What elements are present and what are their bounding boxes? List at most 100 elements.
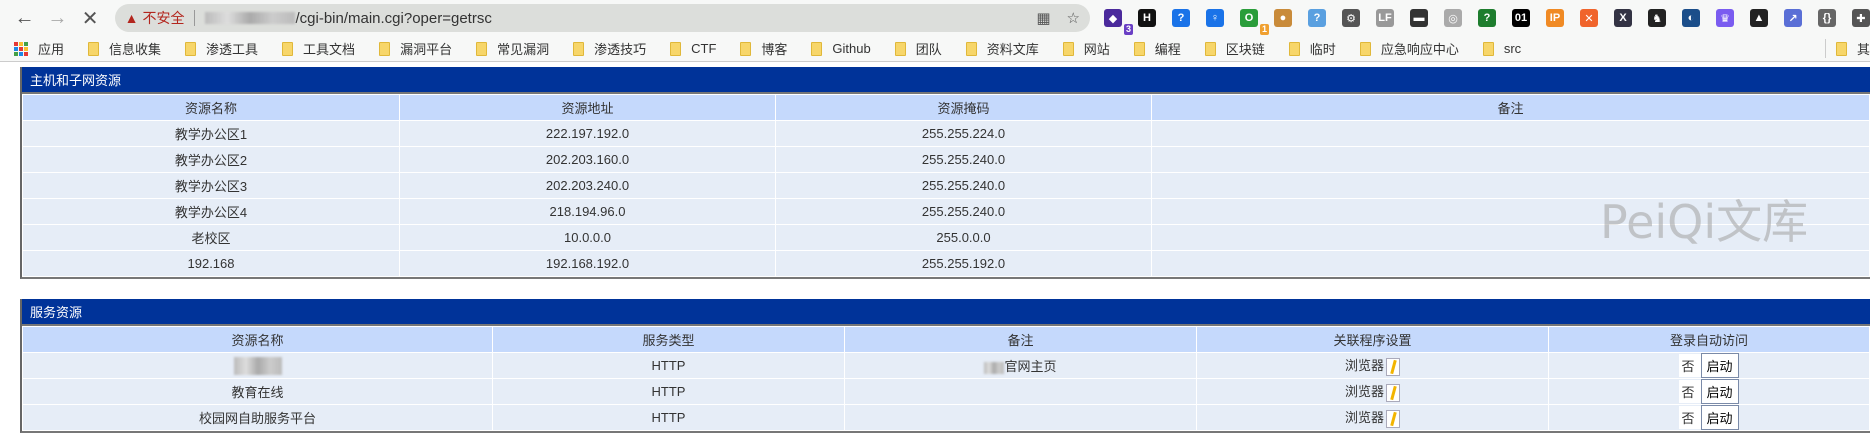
bookmark-folder[interactable]: 常见漏洞 [476, 39, 549, 58]
table-row: 192.168 192.168.192.0 255.255.192.0 [22, 250, 1870, 277]
table-cell: 教学办公区1 [22, 120, 400, 147]
start-button[interactable]: 启动 [1700, 405, 1739, 430]
edit-pencil-icon[interactable] [1386, 383, 1400, 402]
bookmarks-bar: 应用 信息收集 渗透工具 工具文档 漏洞平台 常见漏洞 渗透技巧 CTF 博客 Github 团队 资… [0, 36, 1870, 62]
table-cell: 教学办公区2 [22, 146, 400, 173]
column-header: 关联程序设置 [1196, 326, 1549, 353]
edit-pencil-icon[interactable] [1386, 409, 1400, 428]
extension-arrow-icon[interactable]: ↗ [1784, 9, 1802, 27]
column-header: 登录自动访问 [1548, 326, 1870, 353]
auto-access-value: 否 [1679, 406, 1701, 429]
bookmark-folder[interactable]: 渗透工具 [185, 39, 258, 58]
extension-fox-icon[interactable]: ♞ [1648, 9, 1666, 27]
folder-icon [670, 41, 682, 56]
table-cell: 255.255.240.0 [775, 146, 1152, 173]
edit-pencil-icon[interactable] [1386, 357, 1400, 376]
auto-access-cell: 否启动 [1548, 378, 1870, 405]
extension-glyph: ♞ [1652, 12, 1662, 25]
table-cell [1151, 172, 1870, 199]
bookmark-other[interactable]: 其 [1824, 39, 1870, 58]
bookmark-label: 区块链 [1225, 42, 1265, 57]
bookmark-folder[interactable]: 资料文库 [965, 39, 1039, 58]
extension-blue-icon[interactable]: ◐ [1682, 9, 1700, 27]
extension-x-icon[interactable]: X [1614, 9, 1632, 27]
bookmark-folder[interactable]: Github [811, 41, 871, 56]
extension-key-icon[interactable]: ♀ [1206, 9, 1224, 27]
folder-icon [1204, 41, 1216, 56]
extension-glyph: ▲ [1753, 12, 1765, 24]
service-remark-cell [844, 404, 1197, 431]
bookmark-label: 工具文档 [303, 42, 356, 57]
extension-lf-icon[interactable]: LF [1376, 9, 1394, 27]
bookmark-label: 渗透工具 [206, 42, 259, 57]
extension-badge: 3 [1123, 24, 1133, 35]
bookmark-folder[interactable]: 信息收集 [88, 39, 161, 58]
bookmark-folder[interactable]: 临时 [1288, 39, 1336, 58]
extension-01-icon[interactable]: 01 [1512, 9, 1530, 27]
extension-json-icon[interactable]: {} [1818, 9, 1836, 27]
bookmark-label: 漏洞平台 [400, 42, 453, 57]
table-cell: 255.255.192.0 [775, 250, 1152, 277]
hosts-section: 主机和子网资源 资源名称 资源地址 资源掩码 备注 教学办公区1 222.197.192… [20, 67, 1870, 279]
bookmark-label: Github [832, 41, 871, 56]
extension-h-icon[interactable]: H [1138, 9, 1156, 27]
service-type: HTTP [492, 404, 845, 431]
extension-help2-icon[interactable]: ? [1308, 9, 1326, 27]
url-text[interactable]: /cgi-bin/main.cgi?oper=getrsc [295, 9, 492, 27]
bookmark-folder[interactable]: CTF [670, 41, 716, 56]
extension-glyph: LF [1378, 12, 1392, 24]
extension-cookie-icon[interactable]: ● [1274, 9, 1292, 27]
security-status[interactable]: 不安全 [142, 10, 185, 26]
column-header: 资源地址 [399, 94, 776, 121]
extension-mask-icon[interactable]: ▬ [1410, 9, 1428, 27]
table-cell: 222.197.192.0 [399, 120, 776, 147]
extension-green2-icon[interactable]: ? [1478, 9, 1496, 27]
table-cell: 教学办公区3 [22, 172, 400, 199]
extension-orange-icon[interactable]: ✕ [1580, 9, 1598, 27]
bookmark-folder[interactable]: 区块链 [1204, 39, 1265, 58]
extension-glyph: IP [1549, 12, 1561, 24]
bookmark-label: 常见漏洞 [497, 42, 550, 57]
auto-access-cell: 否启动 [1548, 404, 1870, 431]
stop-loading-icon[interactable]: ✕ [81, 7, 99, 30]
bookmark-folder[interactable]: src [1482, 41, 1521, 56]
extension-glyph: ⚙ [1346, 12, 1356, 25]
service-name-cell [22, 352, 493, 379]
table-cell: 202.203.160.0 [399, 146, 776, 173]
extension-gear-icon[interactable]: ⚙ [1342, 9, 1360, 27]
bookmark-folder[interactable]: 漏洞平台 [379, 39, 452, 58]
start-button[interactable]: 启动 [1700, 379, 1739, 404]
bookmark-folder[interactable]: 渗透技巧 [573, 39, 646, 58]
qr-code-icon[interactable]: ▦ [1036, 10, 1051, 27]
folder-icon [1288, 41, 1300, 56]
table-cell: 202.203.240.0 [399, 172, 776, 199]
extension-crown-icon[interactable]: ♛ [1716, 9, 1734, 27]
extensions-puzzle-icon[interactable]: ✚ [1852, 9, 1870, 27]
bookmark-folder[interactable]: 团队 [894, 39, 942, 58]
extension-glyph: ♀ [1210, 12, 1220, 24]
extension-ip-icon[interactable]: IP [1546, 9, 1564, 27]
extension-circle-icon[interactable]: ◎ [1444, 9, 1462, 27]
bookmark-folder[interactable]: 编程 [1133, 39, 1181, 58]
service-name-cell: 教育在线 [22, 378, 493, 405]
table-cell [1151, 224, 1870, 251]
service-remark: 官网主页 [1004, 359, 1057, 374]
column-header: 资源掩码 [775, 94, 1152, 121]
extension-dark-icon[interactable]: ▲ [1750, 9, 1768, 27]
bookmark-folder[interactable]: 应急响应中心 [1359, 39, 1459, 58]
bookmark-folder[interactable]: 网站 [1062, 39, 1110, 58]
back-icon[interactable]: ← [14, 6, 35, 29]
bookmark-star-icon[interactable]: ☆ [1066, 10, 1080, 27]
forward-icon[interactable]: → [47, 6, 68, 29]
start-button[interactable]: 启动 [1700, 353, 1739, 378]
bookmark-apps[interactable]: 应用 [14, 39, 64, 58]
extension-1-icon[interactable]: ◆ 3 [1104, 9, 1133, 35]
bookmark-label: 编程 [1154, 42, 1181, 57]
extension-help-icon[interactable]: ? [1172, 9, 1190, 27]
address-bar[interactable]: ▲ 不安全 /cgi-bin/main.cgi?oper=getrsc ▦ ☆ [114, 4, 1090, 32]
bookmark-folder[interactable]: 工具文档 [282, 39, 355, 58]
bookmark-folder[interactable]: 博客 [740, 39, 787, 58]
apps-grid-icon [14, 41, 28, 56]
folder-icon [379, 41, 391, 56]
